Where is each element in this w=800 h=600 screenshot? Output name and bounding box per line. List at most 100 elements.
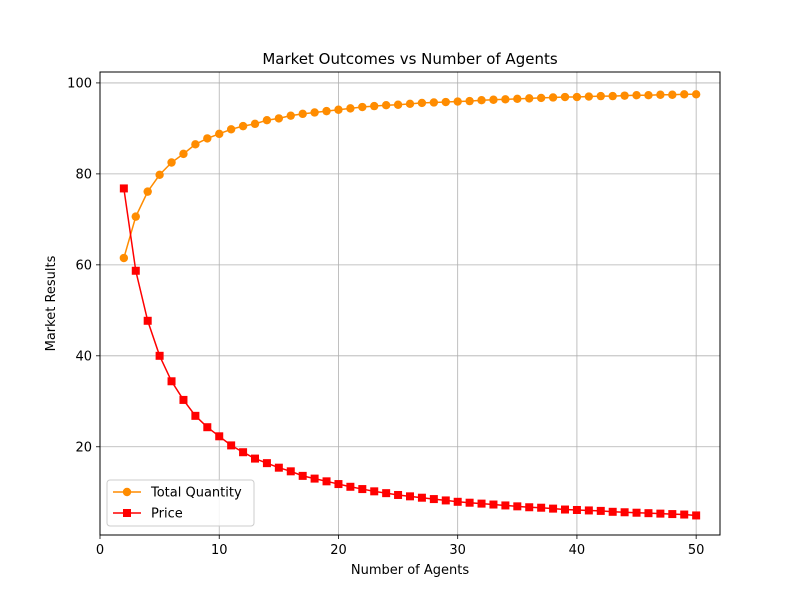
- data-point-total-quantity: [358, 102, 367, 112]
- data-point-price: [537, 503, 546, 512]
- y-tick-label: 80: [75, 167, 92, 182]
- data-point-total-quantity: [238, 121, 248, 131]
- data-point-price: [203, 423, 212, 432]
- data-point-total-quantity: [334, 105, 343, 114]
- data-point-total-quantity: [465, 96, 474, 106]
- data-point-total-quantity: [405, 99, 415, 109]
- data-point-total-quantity: [155, 170, 164, 179]
- data-point-total-quantity: [536, 93, 546, 103]
- data-point-price: [501, 501, 510, 510]
- data-point-total-quantity: [417, 98, 427, 108]
- data-point-price: [167, 377, 176, 386]
- data-point-total-quantity: [501, 95, 510, 104]
- data-point-price: [394, 490, 403, 499]
- data-point-total-quantity: [143, 187, 152, 196]
- data-point-price: [322, 477, 331, 486]
- data-point-price: [406, 492, 414, 501]
- legend-marker-price: [123, 509, 131, 517]
- data-point-total-quantity: [346, 104, 355, 113]
- y-tick-label: 40: [75, 349, 92, 364]
- data-point-price: [179, 395, 188, 404]
- data-point-total-quantity: [226, 125, 236, 134]
- x-tick-label: 0: [96, 543, 104, 558]
- data-point-price: [155, 351, 164, 360]
- legend-box: [106, 479, 255, 527]
- y-tick-label: 20: [75, 440, 92, 455]
- x-tick-label: 20: [330, 543, 347, 558]
- data-point-price: [429, 495, 438, 504]
- data-point-total-quantity: [393, 100, 403, 109]
- data-point-price: [608, 507, 617, 516]
- data-point-total-quantity: [489, 95, 498, 104]
- data-point-total-quantity: [274, 114, 284, 123]
- data-point-total-quantity: [620, 91, 629, 100]
- data-point-total-quantity: [596, 91, 605, 101]
- plot-frame: [99, 71, 721, 536]
- data-point-total-quantity: [513, 94, 522, 104]
- series-price: [119, 184, 701, 520]
- data-point-total-quantity: [441, 97, 450, 107]
- data-point-price: [334, 480, 343, 489]
- data-point-total-quantity: [429, 98, 439, 107]
- data-point-price: [644, 509, 653, 518]
- data-point-price: [477, 499, 486, 508]
- data-point-price: [346, 482, 355, 491]
- data-point-total-quantity: [680, 90, 689, 99]
- data-point-price: [572, 505, 581, 514]
- y-tick-label: 60: [75, 258, 92, 273]
- legend-item-total-quantity: Total Quantity: [113, 486, 242, 501]
- legend-item-price: Price: [113, 507, 183, 522]
- data-point-total-quantity: [322, 106, 331, 116]
- data-point-price: [656, 509, 665, 518]
- data-point-total-quantity: [477, 95, 486, 105]
- data-point-total-quantity: [608, 91, 617, 101]
- x-tick-label: 30: [449, 543, 466, 558]
- data-point-total-quantity: [560, 92, 570, 102]
- data-point-total-quantity: [191, 140, 200, 149]
- data-point-price: [465, 498, 474, 507]
- data-point-total-quantity: [525, 94, 534, 103]
- data-point-total-quantity: [668, 90, 677, 99]
- series-total-quantity: [119, 90, 701, 263]
- data-point-total-quantity: [131, 212, 140, 221]
- data-point-price: [596, 506, 605, 515]
- data-point-total-quantity: [584, 92, 594, 101]
- data-point-price: [489, 500, 498, 509]
- data-point-price: [584, 506, 593, 515]
- data-point-total-quantity: [656, 90, 665, 99]
- data-point-price: [215, 432, 224, 441]
- data-point-price: [382, 489, 391, 498]
- grid: [99, 72, 720, 535]
- data-point-total-quantity: [179, 149, 188, 159]
- data-point-price: [549, 504, 558, 513]
- x-axis-label: Number of Agents: [351, 563, 469, 578]
- data-point-total-quantity: [644, 90, 653, 100]
- data-point-total-quantity: [572, 92, 582, 102]
- data-point-price: [143, 316, 152, 325]
- data-point-price: [262, 459, 271, 468]
- x-tick-label: 40: [569, 543, 586, 558]
- data-point-total-quantity: [691, 90, 701, 99]
- legend-marker-total-quantity: [122, 487, 132, 497]
- data-point-price: [525, 503, 534, 512]
- data-point-total-quantity: [381, 101, 391, 110]
- data-point-price: [191, 411, 200, 420]
- data-point-price: [453, 497, 462, 506]
- legend-label-total-quantity: Total Quantity: [150, 486, 242, 501]
- data-point-total-quantity: [167, 158, 176, 167]
- data-point-total-quantity: [203, 134, 212, 143]
- data-point-price: [620, 508, 629, 517]
- data-point-price: [680, 510, 689, 519]
- data-point-price: [561, 505, 569, 514]
- data-point-total-quantity: [262, 116, 272, 125]
- data-point-price: [513, 502, 522, 511]
- data-point-price: [119, 184, 128, 193]
- data-point-price: [692, 511, 701, 520]
- data-point-price: [358, 485, 367, 494]
- data-point-total-quantity: [310, 108, 319, 117]
- legend-label-price: Price: [151, 507, 183, 522]
- data-point-total-quantity: [250, 119, 260, 129]
- y-axis-label: Market Results: [44, 255, 59, 351]
